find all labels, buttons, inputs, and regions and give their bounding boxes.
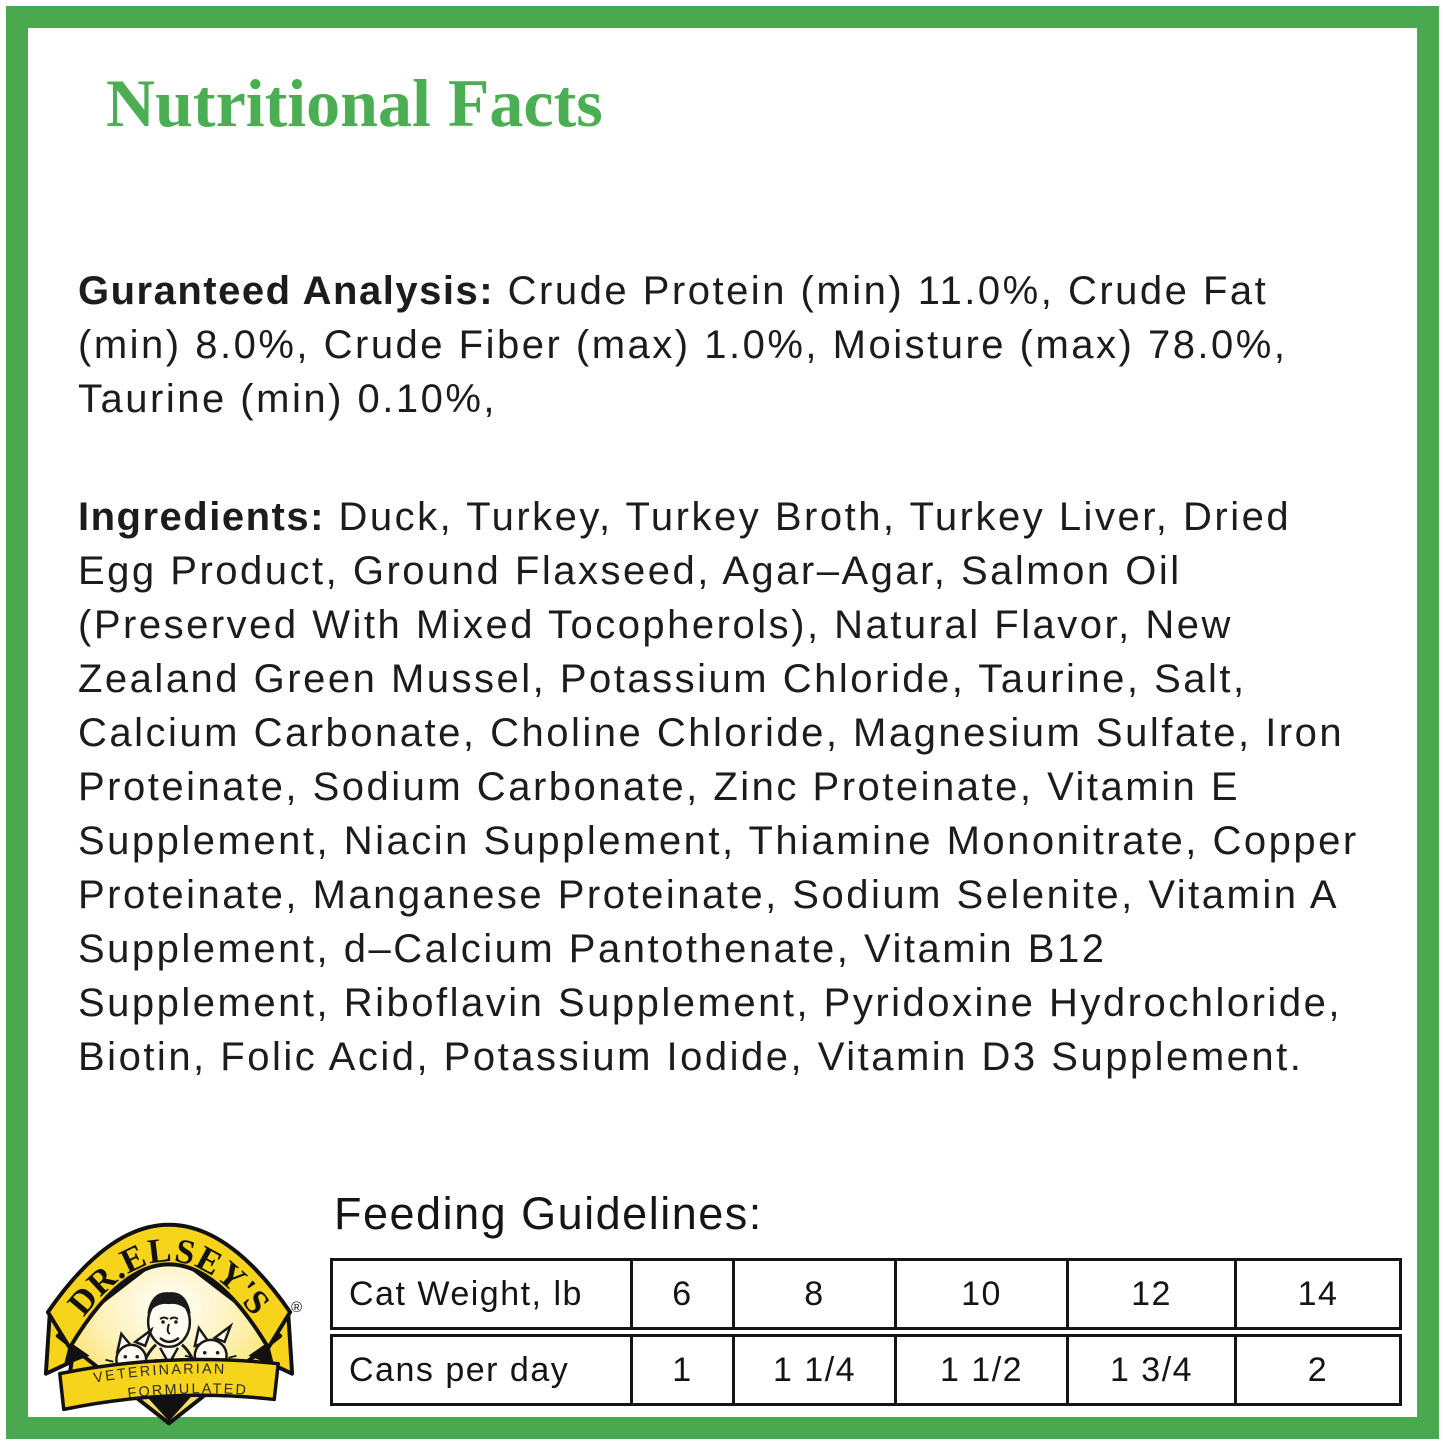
cans-per-day-value: 2 — [1307, 1350, 1329, 1389]
feeding-guidelines-table: Cat Weight, lb 6 8 10 12 14 Cans per day… — [330, 1258, 1402, 1406]
cat-weight-value: 10 — [897, 1261, 1069, 1327]
ingredients-text: Duck, Turkey, Turkey Broth, Turkey Liver… — [78, 495, 1359, 1079]
feeding-guidelines-heading: Feeding Guidelines: — [334, 1188, 763, 1239]
dr-elseys-logo-icon: DR.ELSEY'S ® VETERINARIAN FORMULATED — [43, 1222, 302, 1426]
cat-weight-value: 14 — [1297, 1274, 1339, 1313]
logo-ribbon-line2: FORMULATED — [127, 1381, 249, 1402]
cat-weight-value: 8 — [735, 1261, 897, 1327]
table-row-cans-per-day: Cans per day 1 1 1/4 1 1/2 1 3/4 2 — [330, 1334, 1402, 1406]
guaranteed-analysis-paragraph: Guranteed Analysis: Crude Protein (min) … — [78, 264, 1364, 426]
guaranteed-analysis-text: Crude Protein (min) 11.0%, Crude Fat (mi… — [78, 269, 1288, 421]
dr-elseys-logo: DR.ELSEY'S ® VETERINARIAN FORMULATED — [30, 1216, 308, 1430]
page-title: Nutritional Facts — [106, 65, 603, 141]
guaranteed-analysis-label: Guranteed Analysis: — [78, 269, 495, 313]
ingredients-label: Ingredients: — [78, 495, 325, 539]
cans-per-day-value: 1 1/4 — [735, 1337, 897, 1403]
cans-per-day-value: 1 3/4 — [1069, 1337, 1237, 1403]
row-header-cat-weight: Cat Weight, lb — [333, 1261, 633, 1327]
cat-weight-value: 6 — [633, 1261, 735, 1327]
table-row-cat-weight: Cat Weight, lb 6 8 10 12 14 — [330, 1258, 1402, 1330]
cans-per-day-value: 1 — [633, 1337, 735, 1403]
cat-weight-value: 12 — [1069, 1261, 1237, 1327]
registered-mark-icon: ® — [291, 1300, 302, 1316]
cans-per-day-value: 1 1/2 — [897, 1337, 1069, 1403]
row-header-cans-per-day: Cans per day — [333, 1337, 633, 1403]
ingredients-paragraph: Ingredients: Duck, Turkey, Turkey Broth,… — [78, 490, 1364, 1084]
